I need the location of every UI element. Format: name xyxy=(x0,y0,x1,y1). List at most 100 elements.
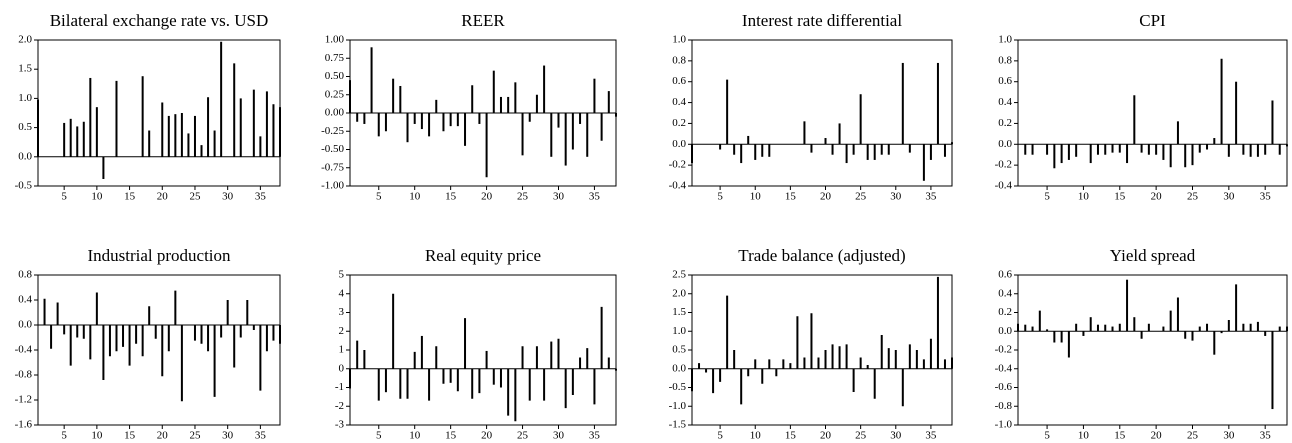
bar xyxy=(1053,331,1056,343)
y-tick-label: 0.4 xyxy=(998,287,1012,299)
plot-frame xyxy=(1017,39,1288,187)
bar xyxy=(571,113,574,150)
bar xyxy=(1235,284,1238,332)
bar xyxy=(543,65,546,113)
bar xyxy=(922,144,925,181)
bar xyxy=(193,325,196,341)
x-tick-label: 5 xyxy=(61,191,67,203)
x-tick-label: 5 xyxy=(1044,430,1050,442)
x-tick-label: 15 xyxy=(785,430,797,442)
bar xyxy=(1031,326,1034,332)
bar xyxy=(442,113,445,132)
bar xyxy=(571,368,574,395)
bar xyxy=(356,340,359,369)
bar xyxy=(1147,323,1150,332)
bar xyxy=(1176,121,1179,145)
bar xyxy=(95,107,98,157)
x-tick-label: 15 xyxy=(445,430,457,442)
bar xyxy=(1096,144,1099,155)
bar xyxy=(521,346,524,369)
y-tick-label: 0.0 xyxy=(18,150,32,162)
x-tick-label: 10 xyxy=(91,430,103,442)
y-tick-label: -0.4 xyxy=(995,362,1013,374)
bar xyxy=(535,94,538,113)
bar xyxy=(831,344,834,369)
bar xyxy=(135,325,138,344)
bar xyxy=(557,113,560,128)
y-tick-label: 2.0 xyxy=(672,287,686,299)
bar xyxy=(929,144,932,160)
bar xyxy=(471,368,474,399)
x-tick-label: 5 xyxy=(376,430,382,442)
bar xyxy=(1140,331,1143,339)
x-tick-label: 20 xyxy=(157,430,169,442)
x-tick-label: 30 xyxy=(553,430,565,442)
x-tick-label: 25 xyxy=(189,191,201,203)
x-tick-label: 20 xyxy=(1151,191,1163,203)
bar xyxy=(226,300,229,325)
y-tick-label: 3 xyxy=(339,306,345,318)
bar xyxy=(908,344,911,369)
y-tick-label: -0.8 xyxy=(15,369,33,381)
y-tick-label: 1.0 xyxy=(672,34,686,46)
x-tick-label: 35 xyxy=(255,430,267,442)
bar xyxy=(392,78,395,113)
y-tick-label: 2 xyxy=(339,325,345,337)
y-tick-label: 0.4 xyxy=(998,96,1012,108)
bar xyxy=(768,144,771,157)
x-tick-label: 5 xyxy=(717,430,723,442)
x-tick-label: 15 xyxy=(124,430,136,442)
bar xyxy=(887,144,890,155)
bar xyxy=(200,325,203,344)
bar xyxy=(1155,144,1158,155)
bar xyxy=(435,346,438,369)
bar xyxy=(1162,144,1165,160)
x-tick-label: 35 xyxy=(925,191,937,203)
bar xyxy=(901,62,904,145)
bar xyxy=(420,335,423,369)
y-tick-label: 0.0 xyxy=(672,138,686,150)
bar xyxy=(141,325,144,357)
bar xyxy=(894,350,897,369)
bar xyxy=(180,113,183,157)
bar xyxy=(161,325,164,377)
y-tick-label: 0.6 xyxy=(998,75,1012,87)
bar xyxy=(528,113,531,122)
bar xyxy=(705,368,708,373)
bar xyxy=(1242,144,1245,155)
x-tick-label: 10 xyxy=(409,191,421,203)
bar xyxy=(1038,310,1041,332)
bar xyxy=(141,76,144,157)
bar xyxy=(880,335,883,369)
x-tick-label: 30 xyxy=(553,191,565,203)
bar xyxy=(1126,279,1129,332)
bar xyxy=(817,357,820,369)
bar xyxy=(1271,331,1274,410)
bar xyxy=(550,341,553,369)
bar xyxy=(1046,329,1049,332)
bar xyxy=(873,368,876,399)
bar xyxy=(579,113,582,124)
bar xyxy=(1184,144,1187,168)
bar xyxy=(167,325,170,352)
bar xyxy=(1067,331,1070,358)
bar xyxy=(1235,81,1238,145)
bar xyxy=(435,99,438,113)
bar xyxy=(586,113,589,157)
y-tick-label: -0.5 xyxy=(15,180,33,192)
bar xyxy=(719,144,722,150)
y-tick-label: -0.2 xyxy=(995,344,1012,356)
bar xyxy=(880,144,883,155)
bar xyxy=(1060,331,1063,343)
plot-frame xyxy=(691,39,953,187)
x-tick-label: 25 xyxy=(1187,191,1199,203)
bar xyxy=(1067,144,1070,160)
bar xyxy=(1227,144,1230,157)
bar xyxy=(485,350,488,369)
bar xyxy=(76,325,79,338)
bar xyxy=(207,325,210,352)
bar xyxy=(76,126,79,157)
x-tick-label: 5 xyxy=(61,430,67,442)
bar xyxy=(733,144,736,155)
